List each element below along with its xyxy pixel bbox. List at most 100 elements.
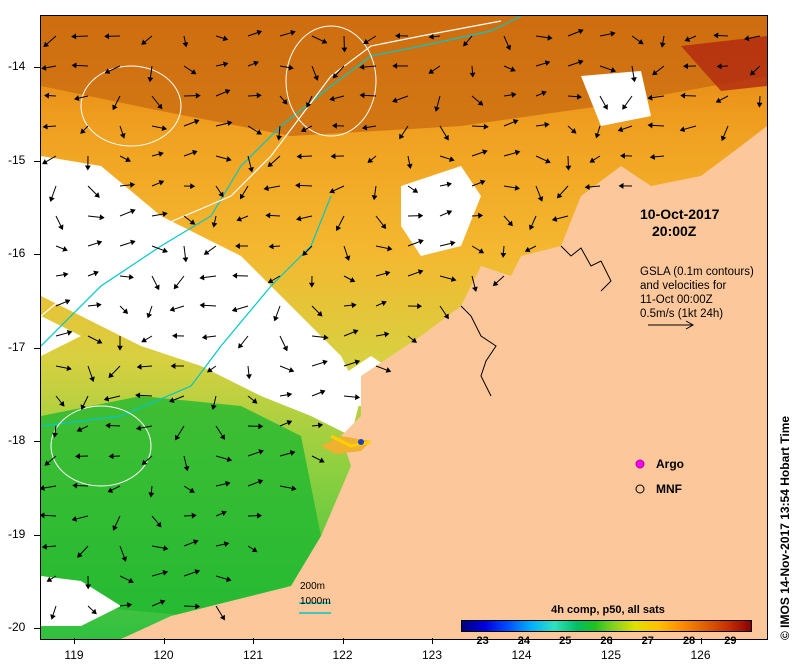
velocity-arrowhead	[66, 329, 73, 336]
velocity-arrowhead	[108, 372, 114, 378]
y-tick-mark	[34, 67, 40, 68]
velocity-arrowhead	[412, 187, 419, 193]
velocity-arrowhead	[750, 70, 756, 76]
velocity-arrowhead	[172, 332, 178, 339]
velocity-arrowhead	[108, 453, 114, 460]
velocity-arrowhead	[99, 214, 105, 221]
sst-map	[40, 15, 768, 640]
velocity-arrowhead	[71, 516, 78, 522]
velocity-arrowhead	[576, 93, 582, 100]
info-line: 11-Oct 00:00Z	[640, 294, 713, 306]
velocity-arrowhead	[96, 338, 103, 344]
velocity-arrowhead	[130, 239, 136, 246]
isobath-200m-south	[41, 195, 332, 427]
y-tick-mark	[34, 347, 40, 349]
x-tick-mark	[521, 638, 523, 644]
velocity-arrowhead	[649, 153, 656, 160]
velocity-arrowhead	[112, 525, 118, 531]
velocity-arrowhead	[450, 240, 456, 247]
velocity-arrowhead	[492, 280, 499, 287]
velocity-arrowhead	[157, 103, 163, 110]
x-tick-mark	[342, 638, 344, 644]
velocity-arrowhead	[652, 69, 658, 76]
velocity-arrowhead	[194, 569, 201, 575]
y-tick-label: -18	[8, 433, 26, 447]
velocity-arrowhead	[514, 184, 520, 191]
velocity-arrowhead	[105, 422, 111, 429]
velocity-arrowhead	[96, 302, 102, 308]
cloud-mask-south	[41, 576, 121, 626]
velocity-arrowhead	[191, 512, 197, 519]
velocity-arrowhead	[41, 543, 47, 550]
velocity-arrowhead	[565, 165, 572, 171]
velocity-arrowhead	[103, 395, 110, 402]
reference-velocity-arrow	[648, 320, 695, 330]
velocity-arrowhead	[251, 546, 258, 553]
x-tick-mark	[700, 638, 702, 644]
velocity-arrowhead	[263, 185, 269, 192]
velocity-arrowhead	[300, 126, 307, 133]
info-line: 0.5m/s (1kt 24h)	[640, 308, 724, 320]
velocity-arrowhead	[223, 61, 229, 68]
velocity-arrowhead	[169, 306, 176, 312]
velocity-arrowhead	[257, 479, 264, 485]
velocity-arrowhead	[680, 92, 686, 99]
legend-mnf-label: MNF	[656, 482, 682, 496]
velocity-arrowhead	[289, 450, 296, 456]
velocity-arrowhead	[507, 220, 513, 227]
cloud-mask-central	[401, 166, 481, 256]
velocity-arrowhead	[119, 132, 126, 139]
velocity-arrowhead	[128, 274, 134, 280]
info-line: and velocities for	[640, 280, 727, 292]
velocity-arrowhead	[135, 425, 142, 431]
velocity-arrowhead	[321, 38, 328, 44]
velocity-arrowhead	[387, 245, 393, 252]
velocity-arrowhead	[528, 224, 535, 231]
scale-label-200m: 200m	[300, 581, 326, 592]
velocity-arrowhead	[94, 192, 100, 198]
velocity-arrowhead	[290, 29, 296, 36]
velocity-arrowhead	[267, 161, 274, 168]
velocity-arrowhead	[418, 212, 424, 219]
velocity-arrowhead	[318, 457, 325, 463]
velocity-arrowhead	[85, 584, 92, 590]
velocity-arrowhead	[256, 129, 262, 135]
velocity-arrowhead	[332, 122, 338, 129]
velocity-arrowhead	[446, 210, 453, 216]
velocity-arrowhead	[64, 299, 71, 305]
velocity-arrowhead	[385, 270, 391, 277]
colorbar-tick-label: 26	[600, 635, 613, 647]
velocity-arrowhead	[570, 128, 577, 134]
velocity-arrowhead	[684, 36, 691, 42]
sst-map-graphic	[41, 16, 767, 639]
y-tick-label: -14	[8, 59, 26, 73]
x-tick-label: 119	[64, 648, 84, 662]
velocity-arrowhead	[354, 394, 361, 401]
velocity-arrowhead	[210, 404, 217, 411]
velocity-arrowhead	[541, 90, 547, 97]
velocity-arrowhead	[622, 104, 628, 110]
velocity-arrowhead	[46, 576, 53, 582]
time-label: 20:00Z	[652, 223, 697, 239]
velocity-arrowhead	[238, 342, 244, 349]
velocity-arrowhead	[58, 224, 64, 231]
velocity-arrowhead	[647, 122, 653, 129]
velocity-arrowhead	[232, 272, 238, 279]
velocity-arrowhead	[219, 614, 225, 621]
velocity-arrowhead	[199, 274, 205, 281]
velocity-arrowhead	[117, 345, 123, 351]
x-tick-mark	[74, 638, 75, 644]
velocity-arrowhead	[392, 62, 398, 69]
velocity-arrowhead	[130, 208, 136, 215]
velocity-arrowhead	[75, 453, 81, 460]
x-tick-label: 122	[332, 648, 353, 662]
velocity-arrowhead	[380, 223, 387, 230]
cloud-mask-north	[581, 71, 651, 126]
satellite-track	[330, 434, 372, 448]
velocity-arrowhead	[469, 72, 476, 78]
velocity-arrowhead	[428, 33, 434, 40]
land-mass	[121, 126, 767, 639]
velocity-arrowhead	[80, 404, 86, 410]
legend-argo-label: Argo	[656, 457, 684, 471]
velocity-arrowhead	[59, 400, 65, 407]
